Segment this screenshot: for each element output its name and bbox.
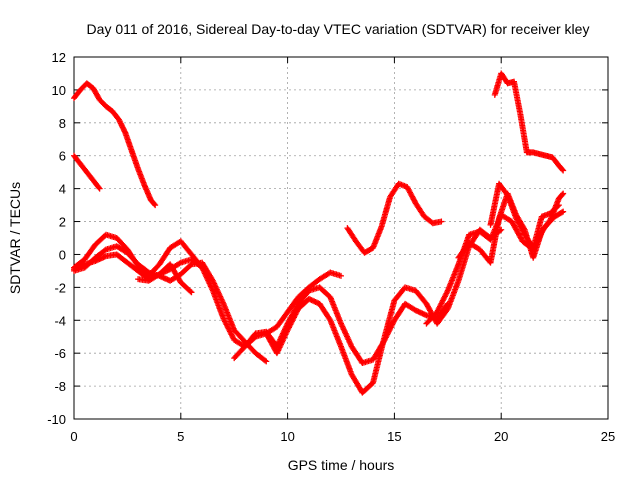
- y-tick-label: 0: [59, 247, 66, 262]
- ticks-layer: 0 5 10 15 20 25 -10 -8 -6 -4 -2 0 2 4 6 8 10 12: [47, 50, 615, 444]
- interpolated-marker: [554, 203, 561, 210]
- x-axis-label: GPS time / hours: [288, 457, 395, 473]
- interpolated-marker: [559, 166, 566, 173]
- interpolated-marker: [151, 201, 158, 208]
- data-point-marker: [188, 289, 195, 296]
- data-series: [344, 180, 445, 256]
- data-series: [487, 180, 562, 251]
- plot-frame: [73, 56, 609, 420]
- data-point-marker: [498, 226, 505, 233]
- data-point-marker: [560, 167, 567, 174]
- x-tick-label: 0: [70, 429, 77, 444]
- data-point-marker: [338, 272, 344, 279]
- y-axis-label: SDTVAR / TECUs: [7, 182, 23, 294]
- x-tick-label: 20: [494, 429, 508, 444]
- y-tick-label: 4: [59, 182, 66, 197]
- interpolated-marker: [559, 191, 566, 198]
- y-tick-label: -6: [54, 346, 66, 361]
- x-tick-label: 10: [280, 429, 294, 444]
- data-series: [71, 152, 103, 192]
- data-series: [71, 80, 159, 209]
- data-point-marker: [555, 202, 562, 209]
- y-tick-label: 12: [52, 50, 66, 65]
- y-tick-label: -10: [47, 412, 66, 427]
- y-tick-label: 2: [59, 215, 66, 230]
- interpolated-marker: [558, 209, 565, 216]
- data-point-marker: [96, 185, 103, 192]
- data-point-marker: [560, 208, 567, 215]
- data-series: [491, 70, 567, 174]
- y-tick-label: 10: [52, 83, 66, 98]
- interpolated-marker: [187, 288, 194, 295]
- y-tick-label: 6: [59, 149, 66, 164]
- marks-layer: [71, 70, 567, 396]
- data-point-marker: [438, 218, 445, 225]
- data-point-marker: [263, 358, 270, 365]
- data-series: [263, 226, 505, 396]
- y-tick-label: -4: [54, 313, 66, 328]
- data-point-marker: [152, 202, 159, 209]
- x-tick-label: 25: [601, 429, 615, 444]
- x-tick-label: 15: [387, 429, 401, 444]
- y-tick-label: -8: [54, 379, 66, 394]
- y-tick-label: 8: [59, 116, 66, 131]
- interpolated-marker: [262, 357, 269, 364]
- interpolated-marker: [176, 260, 183, 267]
- x-tick-label: 5: [177, 429, 184, 444]
- chart-title: Day 011 of 2016, Sidereal Day-to-day VTE…: [87, 21, 590, 37]
- interpolated-marker: [95, 184, 102, 191]
- data-point-marker: [560, 190, 567, 197]
- y-tick-label: -2: [54, 280, 66, 295]
